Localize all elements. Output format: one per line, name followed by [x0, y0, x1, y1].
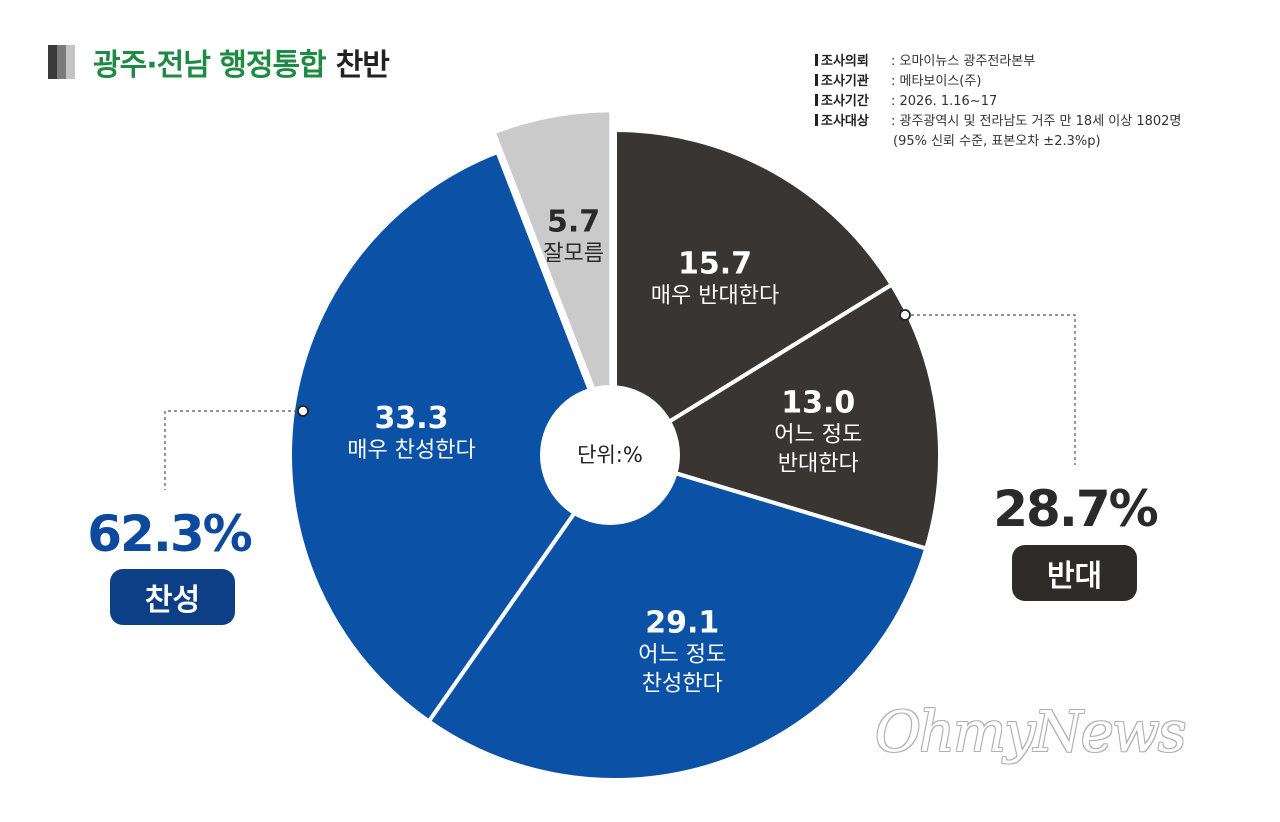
support-total-badge: 찬성 [110, 569, 235, 625]
slice-value-label: 33.3 [374, 401, 448, 436]
survey-info-value: : 2026. 1.16~17 [891, 94, 998, 109]
survey-note: (95% 신뢰 수준, 표본오차 ±2.3%p) [893, 134, 1101, 149]
slice-category-label: 반대한다 [778, 451, 859, 476]
survey-info-key: 조사대상 [815, 112, 887, 132]
survey-info-row: 조사기간 : 2026. 1.16~17 [815, 92, 1181, 112]
pie-slice [288, 149, 617, 724]
pie-slice [613, 128, 894, 457]
bracket-connectors [164, 309, 1076, 490]
ohmynews-watermark: OhmyNews [875, 700, 1187, 765]
survey-info-row: 조사의뢰 : 오마이뉴스 광주전라본부 [815, 52, 1181, 72]
unit-label: 단위:% [577, 443, 643, 467]
oppose-total-value: 28.7% [993, 480, 1158, 538]
against-bracket-dot [899, 309, 911, 321]
pie-slice [613, 282, 942, 551]
slice-category-label: 잘모름 [543, 241, 604, 266]
slice-value-label: 13.0 [781, 385, 855, 420]
chart-title: 광주·전남 행정통합 찬반 [48, 40, 390, 84]
survey-info-value: : 광주광역시 및 전라남도 거주 만 18세 이상 1802명 [891, 114, 1182, 129]
survey-info-row: 조사기관 : 메타보이스(주) [815, 72, 1181, 92]
slice-category-label: 어느 정도 [774, 422, 862, 447]
for-bracket-dot [297, 405, 309, 417]
survey-info: 조사의뢰 : 오마이뉴스 광주전라본부 조사기관 : 메타보이스(주) 조사기간… [815, 52, 1181, 152]
survey-info-value: : 오마이뉴스 광주전라본부 [891, 54, 1036, 69]
slice-category-label: 찬성한다 [642, 672, 723, 697]
slice-value-label: 15.7 [678, 247, 752, 282]
survey-info-row: 조사대상 : 광주광역시 및 전라남도 거주 만 18세 이상 1802명 [815, 112, 1181, 132]
center-hole [540, 385, 680, 525]
support-total-value: 62.3% [87, 505, 252, 563]
slice-value-label: 5.7 [547, 204, 600, 239]
slice-category-label: 매우 찬성한다 [347, 438, 475, 463]
pie-slice [426, 453, 929, 782]
against-bracket-line [905, 314, 1076, 465]
title-sub: 찬반 [335, 48, 390, 83]
survey-info-key: 조사의뢰 [815, 52, 887, 72]
title-bar-icon [48, 45, 75, 79]
oppose-total-badge: 반대 [1012, 545, 1137, 601]
slice-value-label: 29.1 [645, 606, 719, 641]
slice-category-label: 어느 정도 [638, 643, 726, 668]
survey-info-value: : 메타보이스(주) [891, 74, 982, 89]
for-bracket-line [164, 410, 303, 490]
survey-info-key: 조사기관 [815, 72, 887, 92]
slice-category-label: 매우 반대한다 [651, 284, 779, 309]
pie-slice [491, 108, 614, 438]
survey-info-key: 조사기간 [815, 92, 887, 112]
pie-slices [288, 108, 942, 782]
title-main: 광주·전남 행정통합 [93, 48, 327, 83]
